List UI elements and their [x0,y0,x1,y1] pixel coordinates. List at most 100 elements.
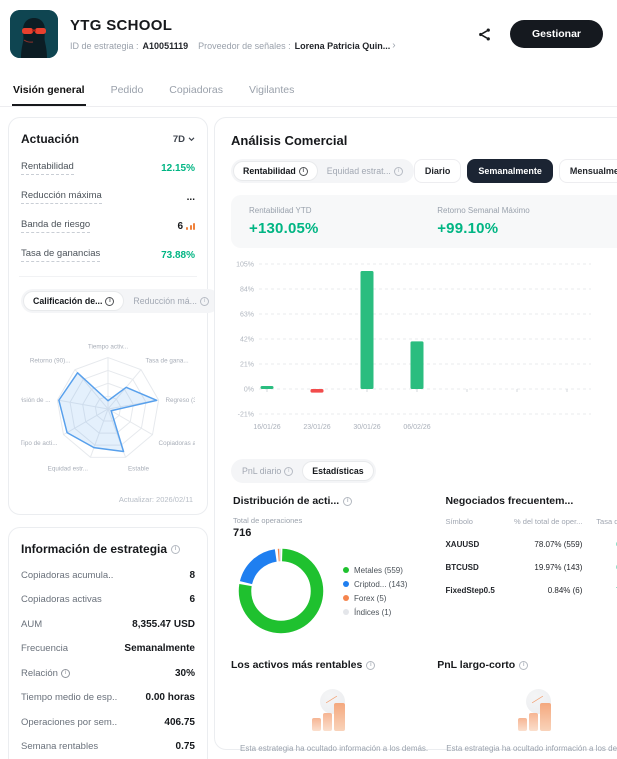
tab-vigilantes[interactable]: Vigilantes [249,84,295,96]
info-icon[interactable] [519,660,529,670]
ytd-return-block: Rentabilidad YTD +130.05% [249,206,437,237]
rating-radar-chart: Tiempo activ... Tasa de gana... Regreso (3… [21,344,195,473]
info-value: 0.75 [175,741,195,752]
period-button-semanalmente[interactable]: Semanalmente [467,159,553,183]
info-row: Tiempo medio de esp.. 0.00 horas [21,692,195,703]
svg-text:42%: 42% [240,337,254,344]
tab-daily-pnl[interactable]: PnL diario [233,461,302,481]
svg-text:16/01/26: 16/01/26 [253,424,280,431]
table-row: XAUUSD 78.07% (559) 67.92% [445,540,617,549]
percent-cell: 78.07% (559) [534,540,583,549]
svg-text:06/02/26: 06/02/26 [403,424,430,431]
info-icon[interactable] [366,660,376,670]
signal-bars-icon [186,222,195,230]
info-row: Copiadoras activas 6 [21,594,195,605]
legend-dot [343,609,349,615]
share-button[interactable] [477,27,492,42]
manage-button[interactable]: Gestionar [509,20,603,48]
info-value: 406.75 [164,716,195,728]
header-actions: Gestionar [477,20,607,48]
legend-label: Índices (1) [354,607,392,617]
metric-row: Reducción máxima... [21,190,195,204]
max-weekly-return-block: Retorno Semanal Máximo +99.10% [437,206,617,237]
hidden-data-icon [311,689,357,731]
strategy-info-rows: Copiadoras acumula.. 8 Copiadoras activas 6… [21,570,195,759]
top-assets-title: Los activos más rentables [231,659,363,671]
tab-pedido[interactable]: Pedido [110,84,144,96]
info-icon[interactable] [105,296,115,306]
chevron-right-icon[interactable]: › [392,40,396,51]
performance-rows: Rentabilidad 12.15% Reducción máxima... Ban… [21,161,195,262]
legend-label: Criptod... (143) [354,579,408,589]
strategy-info-title: Información de estrategia [21,542,168,556]
info-icon[interactable] [284,466,294,476]
max-weekly-return-label: Retorno Semanal Máximo [437,206,530,215]
metric-row: Banda de riesgo 6 [21,219,195,233]
radar-updated-text: Actualizar: 2026/02/11 [118,495,193,504]
svg-text:Tasa de gana...: Tasa de gana... [145,357,188,364]
info-icon[interactable] [60,668,70,678]
page-title: YTG SCHOOL [70,17,173,34]
period-button-diario[interactable]: Diario [413,159,462,183]
provider-label: Proveedor de señales : [198,40,291,51]
strategy-id-label: ID de estrategia : [70,40,139,51]
bar-chart-wrap: 105% 84% 63% 42% 21% 0% -21% 16/01/26 23/01/26 30… [231,252,617,457]
tab-visión-general[interactable]: Visión general [12,78,86,106]
info-icon[interactable] [393,166,403,176]
left-column: Actuación 7D Rentabilidad 12.15% Reducción… [8,117,220,759]
svg-text:21%: 21% [240,362,254,369]
metric-label: Reducción máxima [21,190,102,204]
info-row: Operaciones por sem.. 406.75 [21,717,195,728]
info-icon[interactable] [171,544,181,554]
svg-text:Equidad estr...: Equidad estr... [48,466,89,473]
symbol-cell: BTCUSD [445,563,479,572]
col-percent: % del total de oper... [514,517,583,526]
info-value: 8 [189,569,195,581]
statistics-section: Distribución de acti... Total de operaci… [231,495,617,639]
info-label: AUM [21,618,43,630]
provider-link[interactable]: Lorena Patricia Quin... [294,40,391,51]
distribution-title: Distribución de acti... [233,495,340,507]
max-weekly-return-value: +99.10% [437,220,499,237]
range-value: 7D [172,133,185,145]
tab-strategy-equity[interactable]: Equidad estrat... [318,161,412,181]
analysis-card: Análisis Comercial Rentabilidad Equidad … [214,117,617,753]
percent-cell: 19.97% (143) [534,563,583,572]
winrate-cell: 76.66% [588,586,617,595]
info-row: Frecuencia Semanalmente [21,643,195,654]
tab-equity-label: Equidad estrat... [326,166,391,176]
svg-text:105%: 105% [236,262,254,269]
info-icon[interactable] [298,166,308,176]
hidden-data-icon [517,689,563,731]
metric-value: 6 [177,221,195,232]
legend-item: Metales (559) [343,566,407,575]
svg-text:Revisión de ...: Revisión de ... [21,397,51,404]
main-content: Actuación 7D Rentabilidad 12.15% Reducción… [0,107,617,759]
share-icon [479,28,490,40]
tab-statistics[interactable]: Estadísticas [302,461,374,481]
header-info: YTG SCHOOL ID de estrategia : A10051119 … [70,17,477,51]
tab-drawdown-label: Reducción má... [133,296,197,306]
info-icon[interactable] [343,496,353,506]
svg-text:Tipo de acti...: Tipo de acti... [21,440,58,447]
info-icon[interactable] [200,296,209,306]
tabbar: Visión general Pedido Copiadoras Vigilantes [0,72,617,107]
info-label: Copiadoras activas [21,594,102,605]
metric-row: Rentabilidad 12.15% [21,161,195,175]
tab-profitability[interactable]: Rentabilidad [233,161,318,181]
svg-text:Retorno (90)...: Retorno (90)... [30,357,71,364]
svg-text:23/01/26: 23/01/26 [303,424,330,431]
donut-legend: Metales (559) Criptod... (143) Forex (5) Ín… [343,561,407,622]
range-dropdown[interactable]: 7D [173,134,195,145]
tab-max-drawdown[interactable]: Reducción má... [124,291,218,311]
frequent-title: Negociados frecuentem... [445,495,574,507]
hidden-sections: Los activos más rentables Esta estrategi… [231,659,617,755]
frequent-trades-block: Negociados frecuentem... Símbolo % del t… [445,495,617,639]
tab-rating-score[interactable]: Calificación de... [23,291,125,311]
period-button-mensualmente[interactable]: Mensualmente [558,159,617,183]
tab-copiadoras[interactable]: Copiadoras [169,84,223,96]
right-column: Análisis Comercial Rentabilidad Equidad … [214,117,617,759]
long-short-title: PnL largo-corto [437,659,516,671]
svg-text:-21%: -21% [238,412,254,419]
